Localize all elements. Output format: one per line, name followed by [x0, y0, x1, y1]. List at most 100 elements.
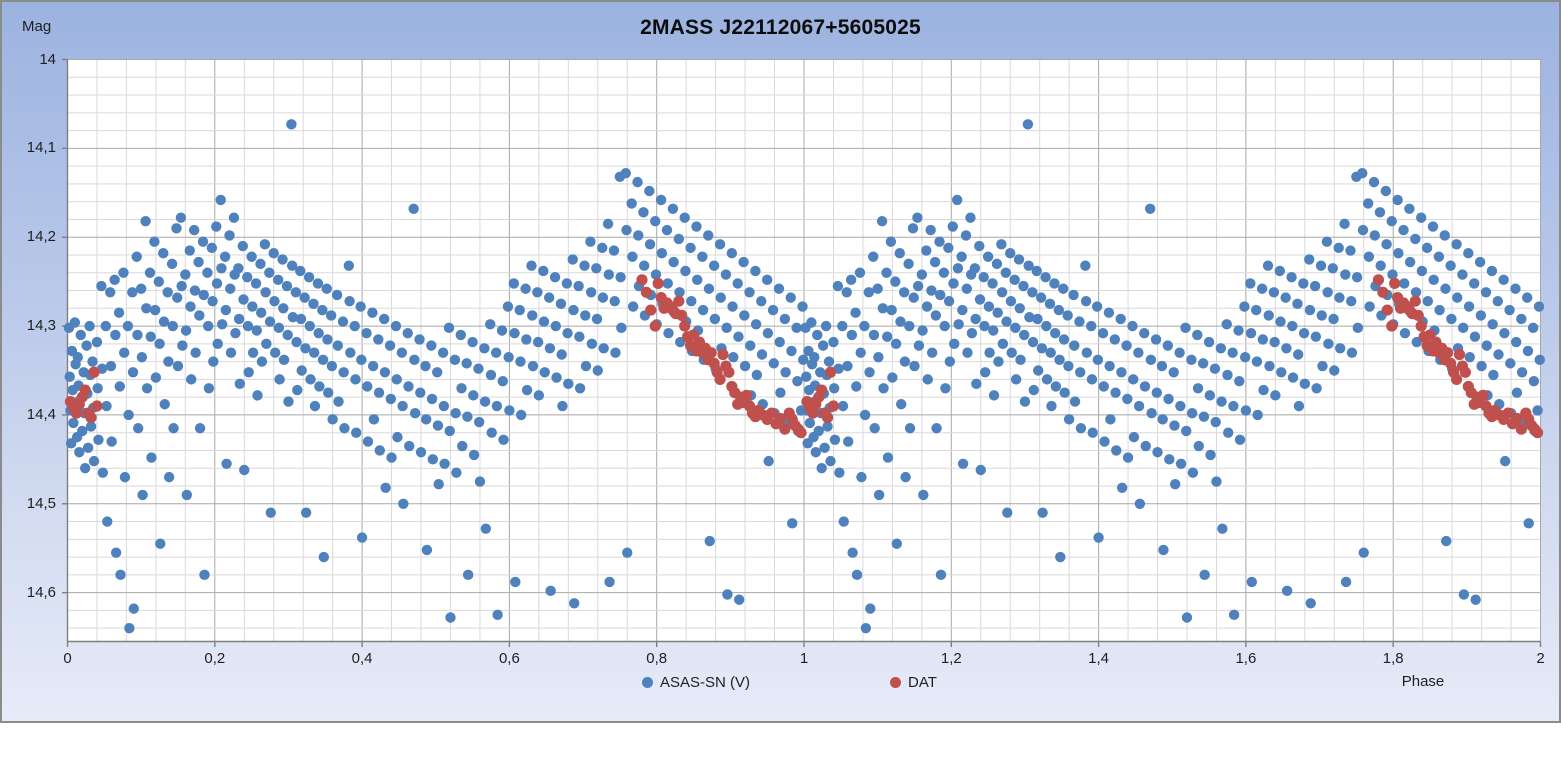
data-point [728, 351, 739, 363]
data-point [189, 285, 201, 296]
data-point [206, 242, 218, 254]
data-point [110, 329, 121, 341]
data-point [738, 256, 749, 268]
data-point [1298, 278, 1309, 289]
data-point [1510, 283, 1521, 294]
data-point [943, 295, 955, 307]
data-point [895, 316, 906, 327]
data-point [215, 194, 226, 206]
data-point [703, 230, 714, 241]
data-point [1140, 440, 1151, 452]
data-point [739, 310, 750, 321]
data-point [1286, 271, 1297, 283]
data-point [1058, 334, 1070, 345]
data-point [503, 351, 514, 363]
data-point [176, 280, 187, 292]
data-point [1451, 239, 1462, 250]
data-point [242, 271, 253, 283]
data-point [225, 283, 236, 294]
data-point [832, 280, 844, 292]
data-point [1523, 518, 1534, 529]
data-point [555, 298, 567, 310]
data-point [1139, 381, 1151, 392]
data-point [75, 329, 86, 341]
data-point [1022, 119, 1034, 130]
data-point [812, 329, 823, 341]
data-point [92, 383, 103, 394]
data-point [93, 434, 104, 445]
data-point [1257, 334, 1269, 345]
data-point [1274, 265, 1285, 277]
series-dat [64, 274, 1544, 439]
data-point [398, 498, 409, 509]
data-point [264, 316, 276, 327]
data-point [715, 292, 726, 303]
data-point [828, 336, 839, 348]
data-point [367, 307, 378, 318]
data-point [1352, 322, 1364, 334]
data-point [940, 383, 951, 394]
data-point [1377, 286, 1389, 298]
data-point [608, 245, 620, 256]
data-point [573, 280, 584, 292]
data-point [155, 538, 166, 549]
legend-item-asas-sn[interactable]: ASAS-SN (V) [642, 674, 750, 691]
data-point [1044, 298, 1056, 310]
data-point [373, 334, 384, 345]
data-point [1322, 287, 1333, 298]
data-point [627, 301, 639, 312]
data-point [1158, 544, 1169, 556]
data-point [283, 396, 294, 407]
data-point [268, 248, 279, 259]
data-point [272, 274, 284, 286]
data-point [1368, 176, 1380, 188]
data-point [997, 338, 1009, 350]
data-point [1452, 292, 1463, 303]
data-point [768, 358, 780, 369]
data-point [208, 356, 219, 367]
data-point [172, 360, 184, 372]
data-point [497, 375, 508, 387]
data-point [842, 360, 853, 372]
data-point [216, 319, 228, 330]
data-point [1389, 277, 1401, 290]
data-point [88, 366, 100, 378]
data-point [679, 212, 690, 223]
data-point [1416, 265, 1428, 277]
data-point [992, 307, 1003, 318]
chart-frame[interactable]: 2MASS J22112067+5605025 Mag 14 14,1 14,2 14… [0, 0, 1561, 723]
data-point [144, 267, 156, 278]
data-point [929, 256, 941, 268]
data-point [1081, 347, 1093, 358]
data-point [561, 278, 573, 289]
data-point [1035, 292, 1047, 303]
data-point [1169, 479, 1181, 490]
data-point [432, 420, 444, 431]
data-point [322, 334, 333, 345]
data-point [1309, 280, 1321, 292]
x-tick-label: 0,8 [646, 650, 668, 667]
data-point [1234, 375, 1245, 387]
data-point [77, 425, 88, 437]
data-point [996, 239, 1007, 250]
data-point [557, 400, 568, 412]
data-point [903, 258, 914, 270]
data-point [1157, 414, 1168, 425]
legend-item-dat[interactable]: DAT [890, 674, 937, 691]
data-point [203, 383, 215, 394]
data-point [971, 378, 982, 390]
data-point [158, 316, 170, 327]
data-point [673, 295, 685, 307]
data-point [1363, 251, 1375, 262]
data-point [580, 360, 592, 372]
data-point [1251, 304, 1262, 316]
data-point [865, 603, 876, 614]
data-point [806, 317, 817, 328]
data-point [1445, 357, 1457, 369]
data-point [159, 399, 170, 410]
data-point [361, 327, 372, 339]
data-point [259, 239, 271, 250]
data-point [331, 289, 343, 301]
data-point [432, 367, 443, 378]
data-point [609, 295, 620, 307]
